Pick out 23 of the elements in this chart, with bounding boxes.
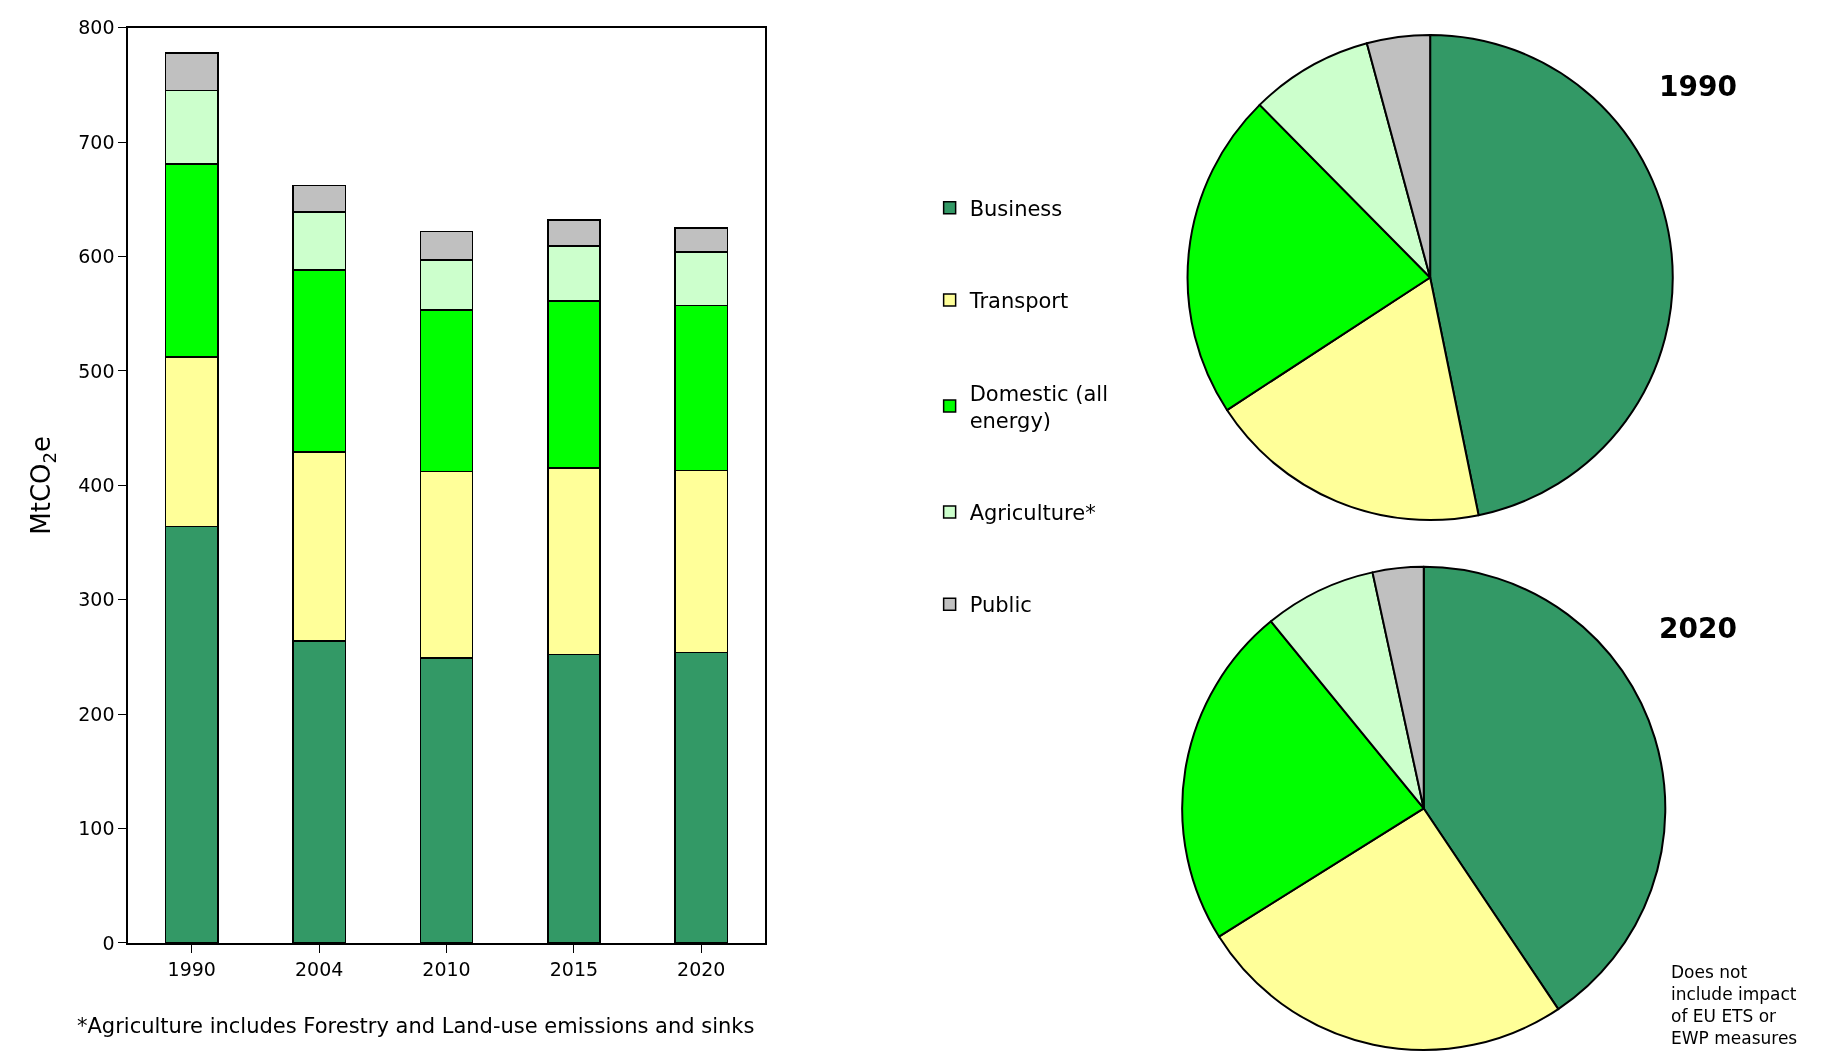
- text: Does not include impact of EU ETS or EWP measures: [1671, 962, 1798, 1049]
- text: 2020: [1659, 612, 1737, 645]
- x-tick-label: 1990: [167, 957, 216, 980]
- x-tick-label: 2015: [549, 957, 599, 980]
- text: *Agriculture includes Forestry and Land-use emissions and sinks: [77, 1014, 755, 1038]
- y-tick-label: 0: [102, 931, 115, 954]
- y-tick-label: 800: [78, 16, 115, 39]
- legend-label: Domestic (all energy): [969, 381, 1108, 433]
- y-tick-label: 300: [78, 588, 115, 611]
- x-tick-label: 2004: [294, 957, 344, 980]
- legend-label: Transport: [968, 289, 1069, 314]
- y-tick-label: 200: [78, 702, 115, 725]
- y-tick-label: 400: [78, 473, 115, 496]
- legend-label: Business: [969, 196, 1063, 221]
- text: 1990: [1659, 70, 1737, 103]
- y-tick-label: 600: [78, 245, 115, 268]
- x-tick-label: 2010: [422, 957, 471, 980]
- x-tick-label: 2020: [677, 957, 726, 980]
- y-tick-label: 700: [78, 130, 115, 153]
- legend-label: Agriculture*: [969, 501, 1096, 526]
- y-tick-label: 500: [78, 359, 115, 382]
- legend-label: Public: [969, 593, 1032, 618]
- y-tick-label: 100: [78, 817, 115, 840]
